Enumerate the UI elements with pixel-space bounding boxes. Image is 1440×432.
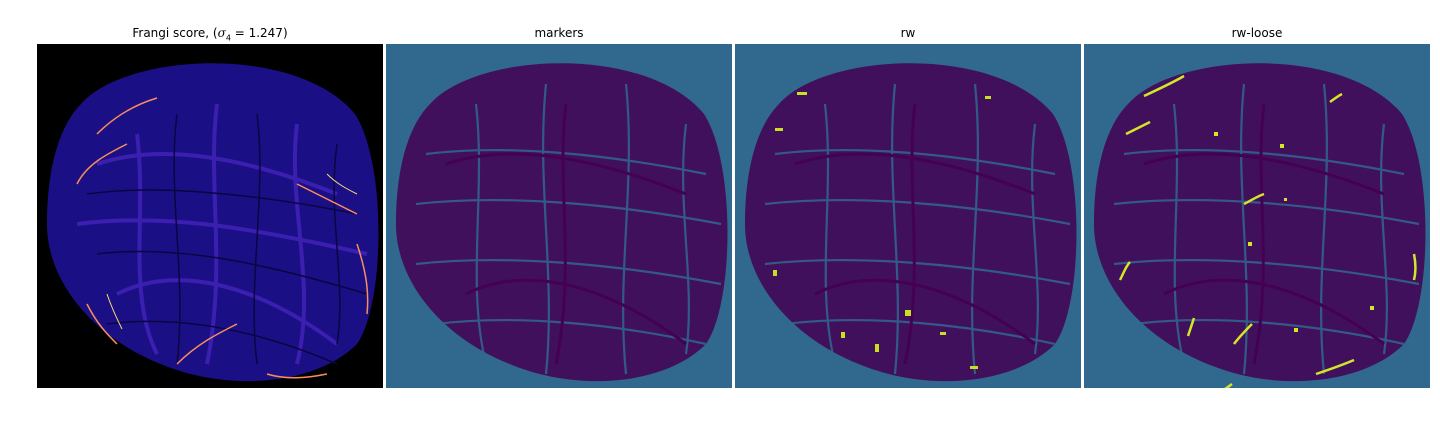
panel-markers: markers (386, 26, 732, 388)
rw-image (735, 44, 1081, 388)
panel-title-rw: rw (900, 26, 916, 40)
panel-title-rw-loose: rw-loose (1231, 26, 1283, 40)
rw-loose-image (1084, 44, 1430, 388)
markers-image (386, 44, 732, 388)
panel-title-markers: markers (534, 26, 584, 40)
panel-frangi: Frangi score, (σ4 = 1.247) (37, 26, 383, 388)
frangi-image (37, 44, 383, 388)
panel-title-frangi: Frangi score, (σ4 = 1.247) (132, 26, 288, 43)
panel-rw: rw (735, 26, 1081, 388)
panel-rw-loose: rw-loose (1084, 26, 1430, 388)
